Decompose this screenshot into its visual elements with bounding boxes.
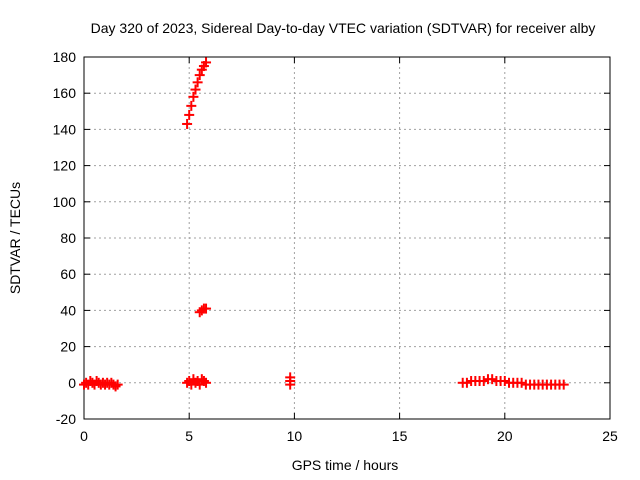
data-point (184, 109, 195, 120)
y-tick-label: 180 (53, 49, 77, 65)
y-tick-label: 0 (68, 375, 76, 391)
y-axis-title: SDTVAR / TECUs (7, 182, 23, 294)
data-point (194, 70, 205, 81)
y-tick-label: 120 (53, 158, 77, 174)
y-tick-label: 80 (60, 230, 76, 246)
x-axis: 0 5 10 15 20 25 (80, 57, 618, 444)
data-point (198, 375, 209, 386)
y-tick-label: 160 (53, 85, 77, 101)
grid-lines (84, 57, 610, 419)
x-tick-label: 20 (497, 428, 513, 444)
data-point (182, 118, 193, 129)
plot-frame (83, 56, 611, 420)
y-tick-label: 20 (60, 339, 76, 355)
data-points (79, 57, 569, 392)
x-tick-label: 0 (80, 428, 88, 444)
y-tick-label: 100 (53, 194, 77, 210)
data-point (201, 377, 212, 388)
y-tick-label: 40 (60, 302, 76, 318)
data-point (558, 379, 569, 390)
x-tick-label: 25 (602, 428, 618, 444)
data-point (188, 91, 199, 102)
data-point (192, 77, 203, 88)
data-point (110, 381, 121, 392)
data-point (285, 379, 296, 390)
data-point (190, 84, 201, 95)
x-tick-label: 10 (287, 428, 303, 444)
y-tick-label: 60 (60, 266, 76, 282)
data-point (112, 379, 123, 390)
y-tick-label: -20 (56, 411, 76, 427)
data-point (201, 303, 212, 314)
x-axis-title: GPS time / hours (292, 457, 399, 473)
chart-title: Day 320 of 2023, Sidereal Day-to-day VTE… (91, 20, 596, 36)
data-point (201, 57, 212, 68)
x-tick-label: 15 (392, 428, 408, 444)
y-axis: -20 0 20 40 60 80 100 120 140 160 180 (53, 49, 610, 427)
x-tick-label: 5 (185, 428, 193, 444)
data-point (186, 100, 197, 111)
y-tick-label: 140 (53, 121, 77, 137)
